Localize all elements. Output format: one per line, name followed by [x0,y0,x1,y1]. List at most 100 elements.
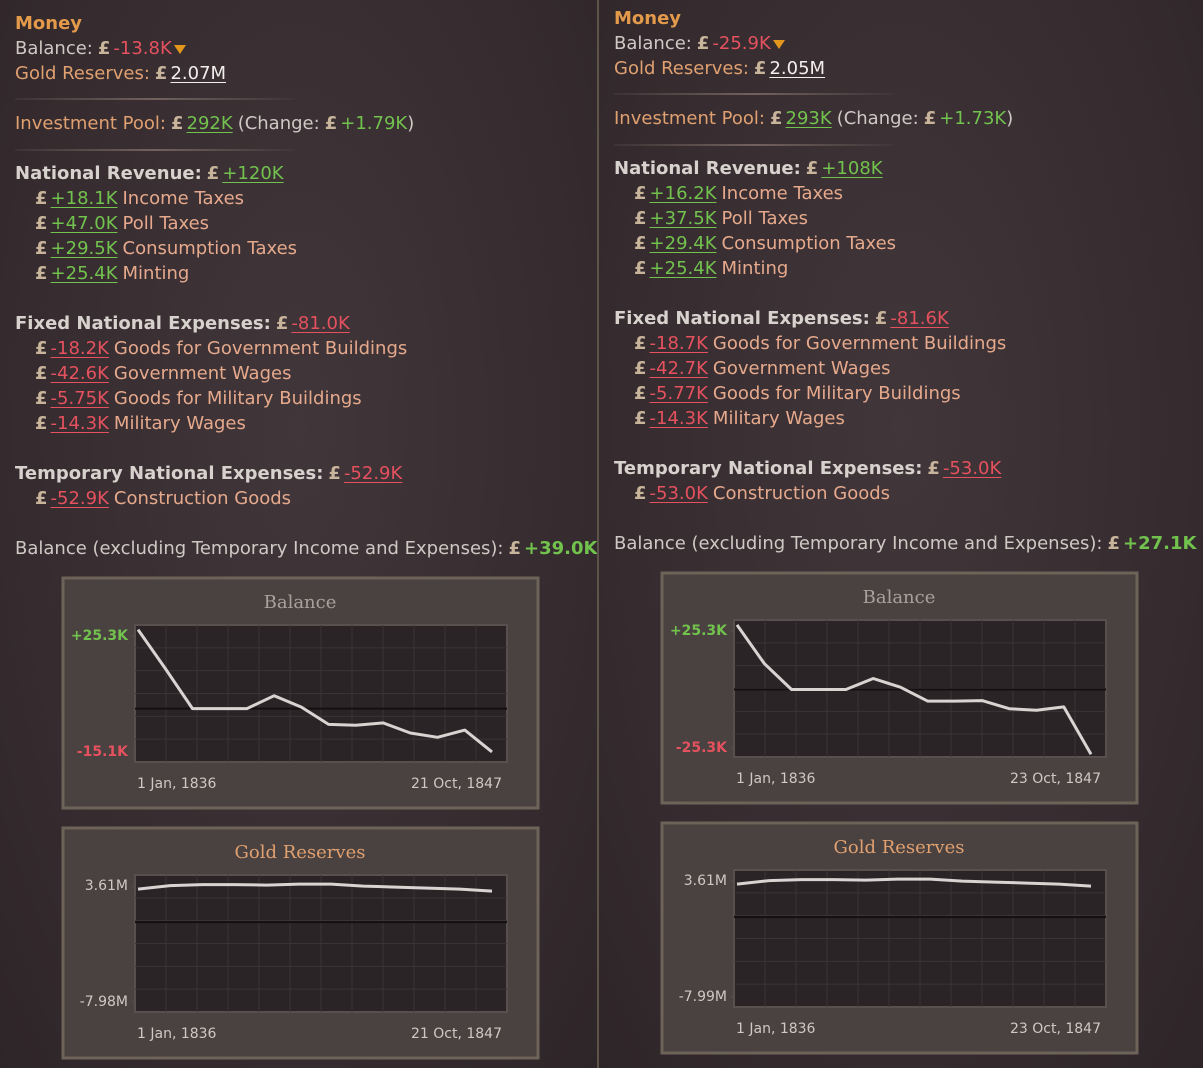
item-label: Minting [122,263,190,284]
currency-symbol: £ [35,413,48,434]
currency-symbol: £ [35,363,48,384]
currency-symbol: £ [769,108,783,129]
gold-label: Gold Reserves: [614,58,749,79]
chart-line [736,877,1092,888]
item-label: Goods for Military Buildings [712,383,961,404]
currency-symbol: £ [634,358,647,379]
item-value: +29.5K [50,238,118,259]
y-tick-label: 3.61M [684,873,727,889]
line-item: £ -18.7K Goods for Government Buildings [634,333,1011,355]
line-item: £ +29.5K Consumption Taxes [35,238,302,260]
balance-value: -13.8K [113,38,172,59]
section-total: +108K [821,158,883,179]
currency-symbol: £ [753,58,767,79]
item-label: Goods for Government Buildings [113,338,408,359]
balance-label: Balance: [614,33,692,54]
line-item: £ +18.1K Income Taxes [35,188,249,210]
section-heading: Fixed National Expenses: £ -81.0K [15,313,355,335]
divider [597,0,599,1068]
money-panel: Money Balance: £ -25.9K Gold Reserves: £2.05M… [599,0,1203,1068]
gold-value: 2.07M [170,63,227,84]
separator [15,98,295,100]
item-value: -14.3K [649,408,708,429]
currency-symbol: £ [35,338,48,359]
section-heading-text: Fixed National Expenses: [15,313,271,334]
section-total: +120K [222,163,284,184]
item-value: +25.4K [50,263,118,284]
line-item: £ +16.2K Income Taxes [634,183,848,205]
x-label-end: 21 Oct, 1847 [411,776,502,792]
item-label: Construction Goods [113,488,292,509]
item-value: +37.5K [649,208,717,229]
section-total: -53.0K [942,458,1002,479]
currency-symbol: £ [97,38,111,59]
title-row: Money [15,13,87,35]
down-arrow [772,40,785,49]
y-tick-label: -25.3K [676,740,728,756]
currency-symbol: £ [634,383,647,404]
item-value: +25.4K [649,258,717,279]
item-value: -52.9K [50,488,109,509]
item-value: +18.1K [50,188,118,209]
currency-symbol: £ [634,333,647,354]
separator [15,149,295,151]
chart-title: Balance [863,587,936,608]
investment-row: Investment Pool: £292K (Change: £ +1.79K) [15,113,419,135]
line-item: £ +25.4K Minting [35,263,194,285]
chart-title: Gold Reserves [235,842,366,863]
item-label: Income Taxes [122,188,245,209]
balance-excluding-row: Balance (excluding Temporary Income and … [15,538,597,560]
panel-title: Money [614,8,682,29]
currency-symbol: £ [324,113,338,134]
balance-row: Balance: £ -25.9K [614,33,790,55]
section-total: -81.0K [291,313,350,334]
balance-excluding-row: Balance (excluding Temporary Income and … [614,533,1201,555]
currency-symbol: £ [35,188,48,209]
section-heading-text: Temporary National Expenses: [614,458,923,479]
change-value: +1.73K [939,108,1007,129]
line-item: £ +37.5K Poll Taxes [634,208,813,230]
section-heading-text: National Revenue: [614,158,801,179]
chart-title: Gold Reserves [834,837,965,858]
investment-label: Investment Pool: [15,113,166,134]
line-item: £ +29.4K Consumption Taxes [634,233,901,255]
item-value: +47.0K [50,213,118,234]
chart-title: Balance [264,592,337,613]
section-heading: Temporary National Expenses: £ -52.9K [15,463,407,485]
investment-value: 293K [785,108,832,129]
gold-row: Gold Reserves: £2.07M [15,63,231,85]
balance-label: Balance: [15,38,93,59]
separator [614,93,894,95]
currency-symbol: £ [923,108,937,129]
change-value: +1.79K [340,113,408,134]
item-label: Government Wages [113,363,292,384]
y-tick-label: -7.98M [80,994,128,1010]
line-item: £ +47.0K Poll Taxes [35,213,214,235]
item-value: -53.0K [649,483,708,504]
currency-symbol: £ [508,538,522,559]
currency-symbol: £ [634,483,647,504]
item-label: Consumption Taxes [122,238,298,259]
section-heading-text: Fixed National Expenses: [614,308,870,329]
investment-row: Investment Pool: £293K (Change: £ +1.73K) [614,108,1018,130]
currency-symbol: £ [35,263,48,284]
item-value: -5.75K [50,388,109,409]
y-tick-label: -15.1K [77,744,129,760]
line-item: £ -18.2K Goods for Government Buildings [35,338,412,360]
item-label: Government Wages [712,358,891,379]
line-item: £ -42.7K Government Wages [634,358,895,380]
item-label: Minting [721,258,789,279]
line-item: £ -42.6K Government Wages [35,363,296,385]
balance-row: Balance: £ -13.8K [15,38,191,60]
charts: Balance +25.3K -15.1K 1 Jan, 1836 21 Oct, 18… [61,576,540,1060]
item-value: -5.77K [649,383,708,404]
line-item: £ +25.4K Minting [634,258,793,280]
x-label-start: 1 Jan, 1836 [736,771,816,787]
section-total: -52.9K [343,463,403,484]
currency-symbol: £ [1107,533,1121,554]
item-value: -18.7K [649,333,708,354]
gold-row: Gold Reserves: £2.05M [614,58,830,80]
chart-line [136,628,493,754]
item-value: -42.7K [649,358,708,379]
